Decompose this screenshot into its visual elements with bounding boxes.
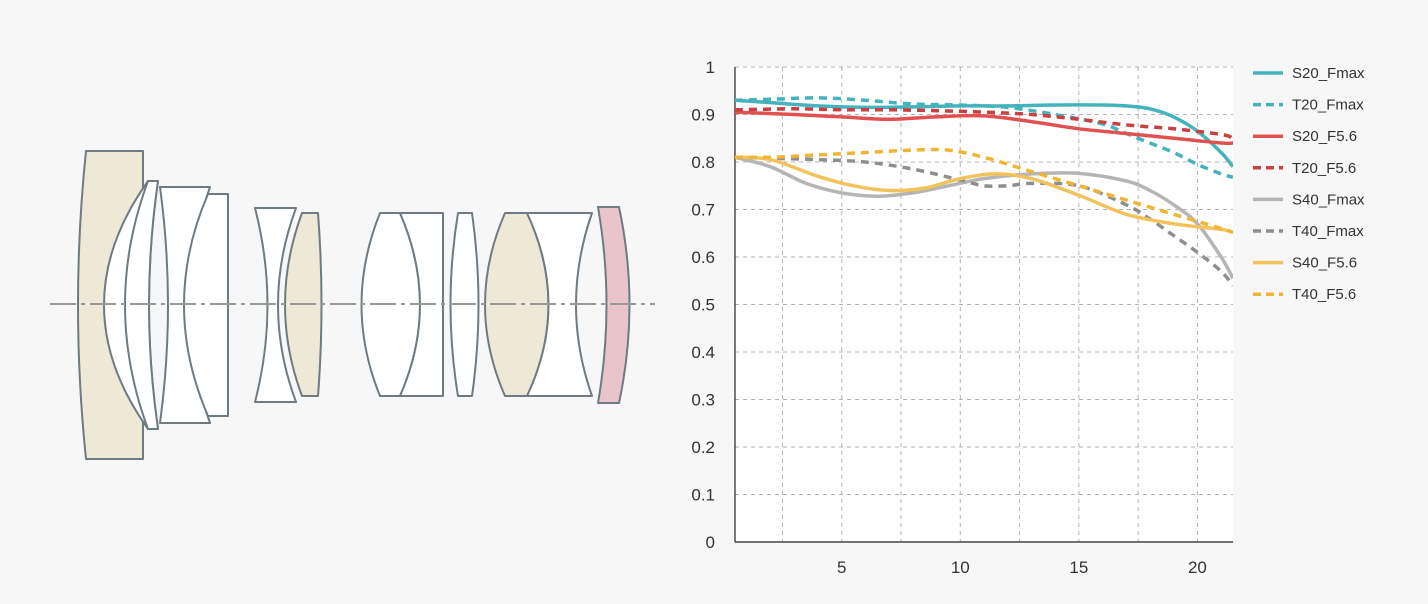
y-tick-label: 0.2	[691, 438, 715, 457]
series-line-s20-fmax	[735, 98, 1233, 168]
lens-element-12	[526, 212, 593, 397]
series-line-t20-fmax	[735, 96, 1233, 179]
series-line-t40-f5-6	[735, 147, 1233, 234]
series-line-t40-fmax	[735, 155, 1233, 287]
tick-layer: 00.10.20.30.40.50.60.70.80.915 10 15 20	[691, 58, 1207, 577]
y-tick-label: 0.7	[691, 201, 715, 220]
x-tick-label: 5	[837, 558, 846, 577]
grid-layer	[735, 66, 1233, 542]
y-tick-label: 0	[706, 533, 715, 552]
legend-label: S20_F5.6	[1292, 128, 1357, 145]
legend-label: S20_Fmax	[1292, 65, 1365, 82]
series-line-t20-f5-6	[735, 107, 1233, 140]
y-tick-label: 0.4	[691, 343, 715, 362]
legend: S20_Fmax T20_Fmax S20_F5.6 T20_F5.6 S40_Fmax…	[1253, 65, 1365, 303]
y-tick-label: 0.9	[691, 106, 715, 125]
lens-construction-diagram	[50, 150, 655, 460]
x-tick-label: 10	[951, 558, 970, 577]
series-line-s20-f5-6	[735, 110, 1233, 146]
y-tick-label: 0.3	[691, 391, 715, 410]
legend-label: T20_Fmax	[1292, 97, 1364, 114]
legend-label: T20_F5.6	[1292, 160, 1356, 177]
legend-label: T40_F5.6	[1292, 286, 1356, 303]
legend-label: T40_Fmax	[1292, 223, 1364, 240]
legend-label: S40_F5.6	[1292, 255, 1357, 272]
axis-layer	[734, 67, 1233, 543]
y-tick-label: 0.8	[691, 153, 715, 172]
x-tick-label: 20	[1188, 558, 1207, 577]
legend-label: S40_Fmax	[1292, 191, 1365, 208]
x-tick-label: 15	[1069, 558, 1088, 577]
y-tick-label: 0.1	[691, 486, 715, 505]
y-tick-label: 0.6	[691, 248, 715, 267]
y-tick-label: 0.5	[691, 296, 715, 315]
y-tick-label: 1	[706, 58, 715, 77]
series-line-s40-f5-6	[735, 155, 1233, 234]
lens-element-5	[183, 193, 229, 417]
series-layer	[735, 96, 1233, 287]
